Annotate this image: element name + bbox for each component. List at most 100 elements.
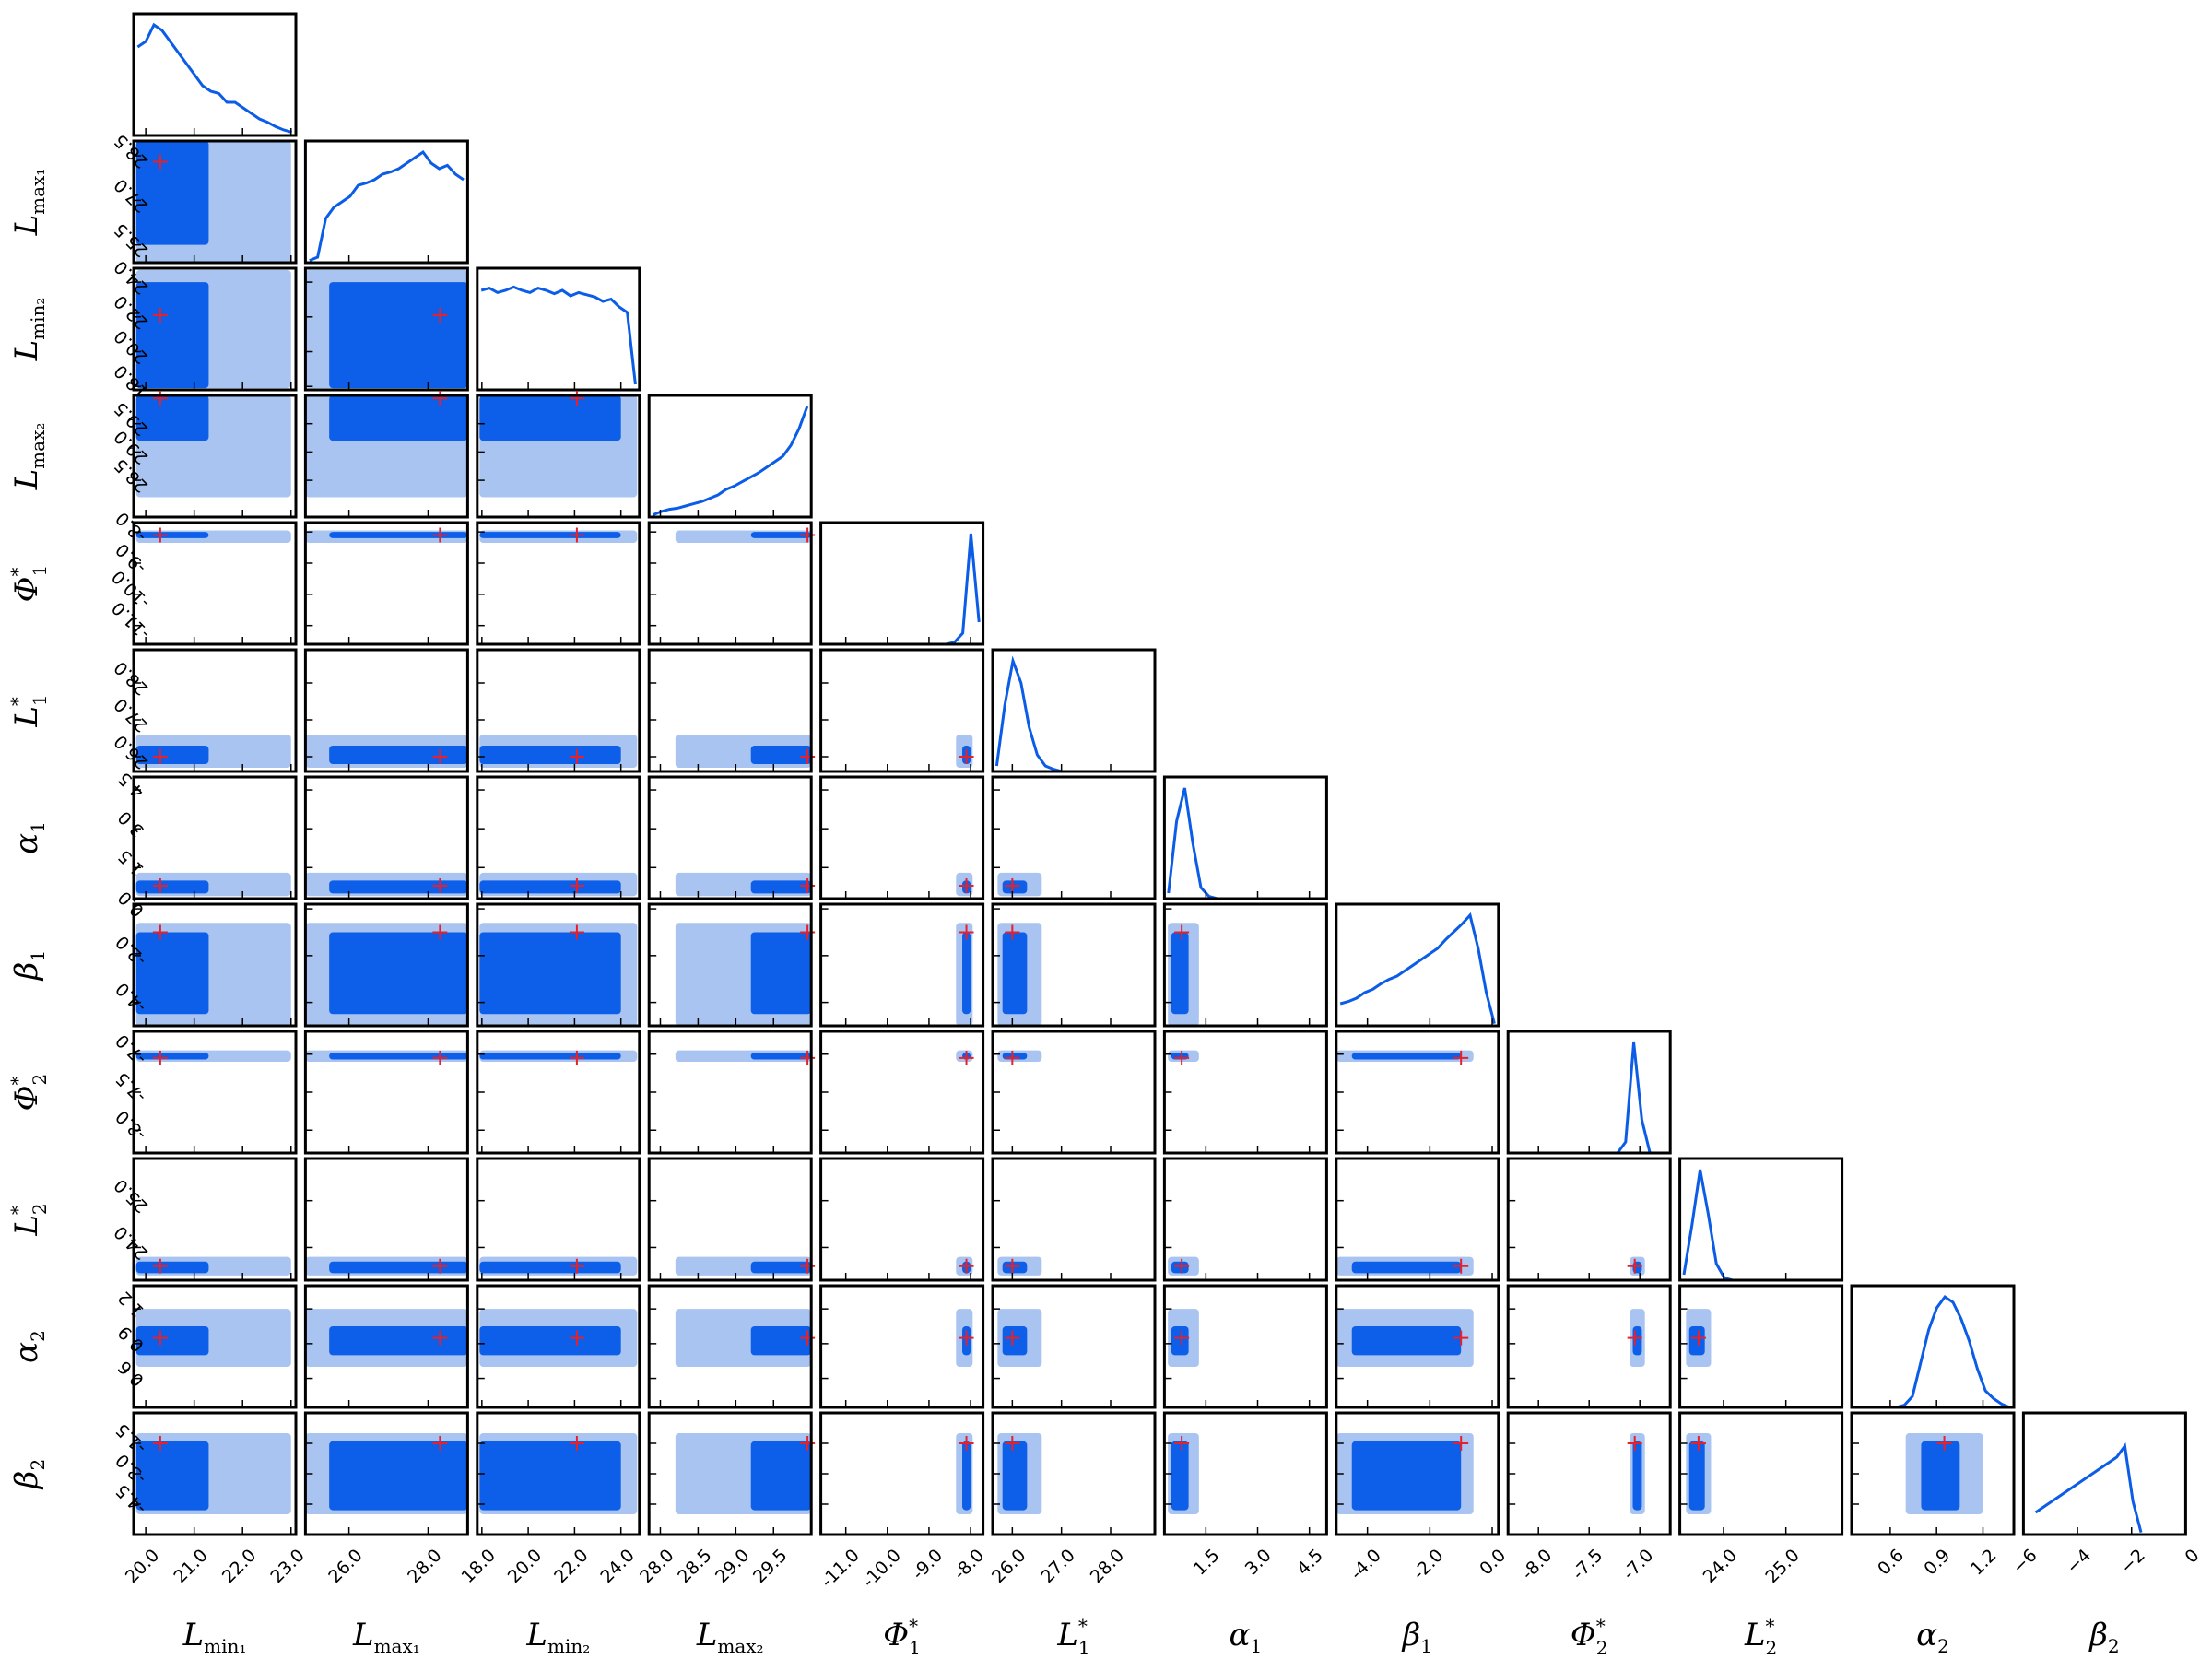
- axis-label: α1: [1230, 1617, 1263, 1657]
- density-inner: [135, 1261, 209, 1274]
- truth-marker: [152, 1050, 168, 1065]
- truth-marker: [1453, 1330, 1469, 1346]
- histogram-line: [653, 406, 809, 516]
- label-sub: min₁: [204, 1635, 246, 1657]
- x-tick-label: -7.0: [1619, 1546, 1658, 1584]
- x-tick-label: 23.0: [266, 1546, 308, 1587]
- label-sup: *: [6, 1206, 29, 1215]
- truth-marker: [1174, 1258, 1190, 1274]
- truth-marker: [959, 1258, 974, 1274]
- density-inner: [479, 1326, 621, 1356]
- panel-frame: [647, 902, 813, 1028]
- density-inner: [1002, 880, 1028, 894]
- axis-label: L*1: [1056, 1615, 1089, 1659]
- x-tick-label: −2: [2117, 1546, 2149, 1578]
- truth-marker: [152, 1436, 168, 1451]
- truth-marker: [1453, 1436, 1469, 1451]
- truth-marker: [959, 924, 974, 940]
- panel-frame: [303, 1030, 469, 1155]
- density-inner: [1351, 1441, 1462, 1511]
- label-sup: *: [6, 567, 29, 576]
- density-inner: [329, 746, 468, 764]
- panel-frame: [1506, 1411, 1672, 1536]
- label-sub: 1: [909, 1637, 921, 1659]
- density-inner: [329, 880, 468, 894]
- density-inner: [135, 532, 209, 538]
- panel-frame: [132, 12, 298, 137]
- density-inner: [479, 395, 621, 441]
- density-inner: [962, 1441, 971, 1511]
- axis-label: Φ*2: [6, 1074, 51, 1112]
- panel-frame: [647, 1411, 813, 1536]
- density-inner: [1002, 932, 1028, 1015]
- panel-frame: [476, 648, 641, 773]
- panel-frame: [991, 902, 1157, 1028]
- panel-frame: [1335, 1030, 1500, 1155]
- histogram-line: [480, 285, 637, 385]
- histogram-line: [136, 22, 292, 134]
- y-tick-label: 27.0: [111, 694, 152, 735]
- panel-frame: [2021, 1411, 2187, 1536]
- axis-label: Φ*1: [883, 1615, 921, 1659]
- y-tick-label: 25.0: [111, 1175, 152, 1217]
- truth-marker: [1936, 1436, 1952, 1451]
- x-tick-label: 24.0: [1700, 1546, 1741, 1587]
- density-inner: [135, 282, 209, 389]
- x-tick-label: -10.0: [859, 1546, 905, 1592]
- axis-label: Lmax₁: [8, 169, 49, 237]
- label-symbol: α: [1916, 1617, 1937, 1653]
- panel-frame: [991, 648, 1157, 773]
- x-tick-label: -9.0: [908, 1546, 947, 1584]
- label-symbol: β: [8, 1471, 45, 1491]
- label-sub: 1: [1078, 1637, 1090, 1659]
- density-inner: [479, 932, 621, 1015]
- density-inner: [135, 141, 209, 245]
- truth-marker: [569, 527, 584, 543]
- axis-label: α2: [1916, 1617, 1949, 1657]
- truth-marker: [569, 877, 584, 893]
- panel-frame: [1335, 902, 1500, 1028]
- truth-marker: [152, 877, 168, 893]
- x-tick-label: 26.0: [324, 1546, 366, 1587]
- panel-frame: [1850, 1284, 2016, 1409]
- density-inner: [750, 1441, 812, 1511]
- x-tick-label: 28.0: [404, 1546, 445, 1587]
- truth-marker: [432, 527, 448, 543]
- panel-frame: [991, 1157, 1157, 1282]
- truth-marker: [432, 1050, 448, 1065]
- panel-frame: [476, 394, 641, 519]
- panel-frame: [303, 521, 469, 646]
- panel-frame: [1506, 1157, 1672, 1282]
- x-tick-label: 26.0: [988, 1546, 1030, 1587]
- density-inner: [1171, 1441, 1189, 1511]
- panel-frame: [1678, 1157, 1844, 1282]
- density-inner: [750, 880, 812, 894]
- truth-marker: [1005, 1050, 1020, 1065]
- axis-label: L*2: [1744, 1615, 1777, 1659]
- truth-marker: [1005, 1330, 1020, 1346]
- density-inner: [479, 1053, 621, 1060]
- panel-frame: [647, 648, 813, 773]
- x-tick-label: −4: [2063, 1546, 2095, 1578]
- label-symbol: α: [8, 833, 45, 854]
- axis-label: Lmax₁: [352, 1617, 420, 1657]
- label-symbol: α: [8, 1342, 45, 1363]
- panel-frame: [476, 1030, 641, 1155]
- x-tick-label: 0: [2181, 1546, 2203, 1568]
- density-inner: [1171, 1326, 1189, 1356]
- y-tick-label: -7.0: [112, 1030, 150, 1068]
- density-inner: [329, 282, 468, 389]
- axis-label: Lmin₂: [8, 298, 49, 362]
- axis-label: α1: [8, 821, 49, 854]
- panel-frame: [303, 139, 469, 265]
- x-tick-label: 27.0: [1037, 1546, 1078, 1587]
- x-tick-label: 20.0: [122, 1546, 163, 1587]
- label-symbol: Φ: [1571, 1617, 1596, 1653]
- panel-frame: [1162, 1157, 1328, 1282]
- truth-marker: [569, 1330, 584, 1346]
- label-sub: 2: [27, 1330, 49, 1342]
- x-tick-label: 29.5: [749, 1546, 791, 1587]
- label-symbol: α: [1230, 1617, 1251, 1653]
- x-tick-label: -8.0: [1518, 1546, 1557, 1584]
- density-inner: [329, 932, 468, 1015]
